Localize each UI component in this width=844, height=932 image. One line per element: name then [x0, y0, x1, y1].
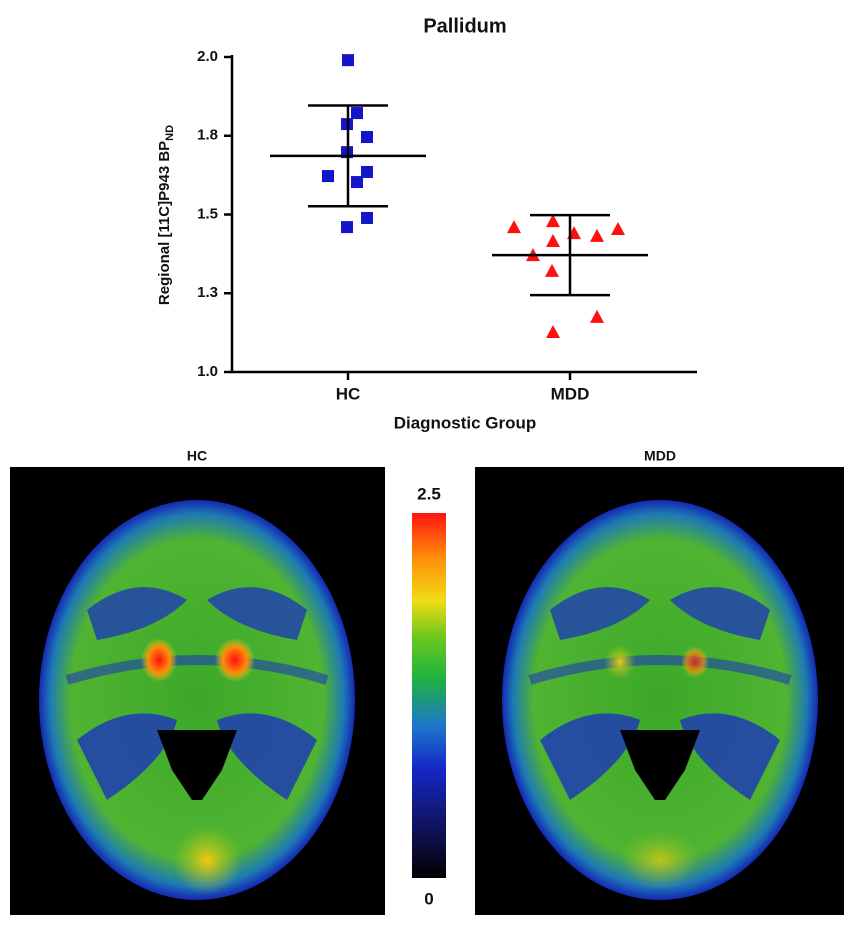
- data-point: [341, 221, 353, 233]
- data-point: [342, 54, 354, 66]
- image-label: HC: [187, 448, 207, 464]
- x-tick-label: MDD: [551, 384, 590, 403]
- y-axis-label-sub: ND: [164, 125, 176, 141]
- y-tick-label: 2.0: [197, 48, 218, 65]
- colorbar-min: 0: [424, 889, 433, 908]
- data-point: [361, 131, 373, 143]
- y-tick-label: 1.5: [197, 205, 218, 222]
- data-point: [351, 176, 363, 188]
- x-tick-label: HC: [336, 384, 361, 403]
- y-axis-label-main: Regional [11C]P943 BP: [156, 141, 173, 305]
- data-point: [546, 325, 560, 338]
- y-tick-label: 1.0: [197, 363, 218, 380]
- chart-title: Pallidum: [423, 15, 506, 37]
- x-axis-label: Diagnostic Group: [394, 413, 537, 432]
- data-point: [590, 310, 604, 323]
- data-point: [545, 264, 559, 277]
- data-point: [351, 107, 363, 119]
- image-label: MDD: [644, 448, 676, 464]
- figure: Pallidum Regional [11C]P943 BPND Diagnos…: [0, 0, 844, 927]
- data-point: [507, 220, 521, 233]
- colorbar: [412, 513, 446, 878]
- plot: 1.0 1.3 1.5 1.8 2.0 HC MDD: [197, 48, 648, 404]
- mdd-brain: [502, 500, 818, 900]
- y-axis-label: Regional [11C]P943 BPND: [156, 125, 176, 305]
- data-point: [361, 212, 373, 224]
- data-point: [611, 222, 625, 235]
- colorbar-max: 2.5: [417, 484, 441, 503]
- hc-brain: [39, 500, 355, 900]
- data-point: [546, 234, 560, 247]
- y-tick-label: 1.8: [197, 127, 218, 144]
- data-point: [590, 229, 604, 242]
- y-tick-label: 1.3: [197, 284, 218, 301]
- data-point: [322, 170, 334, 182]
